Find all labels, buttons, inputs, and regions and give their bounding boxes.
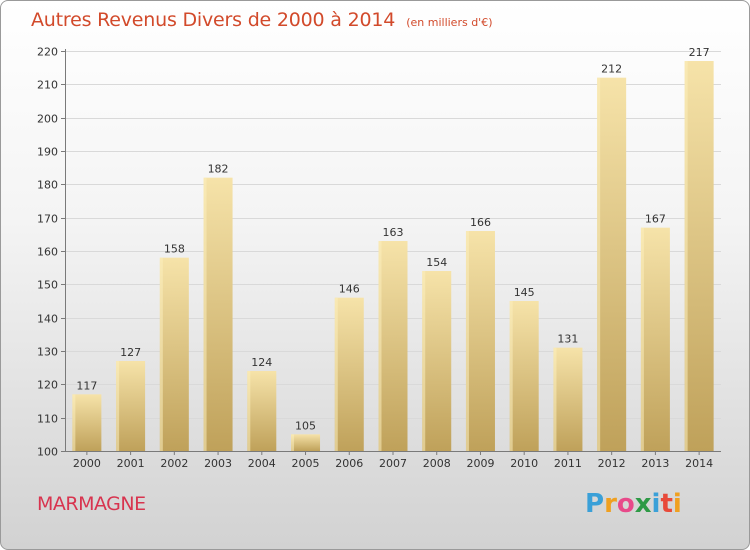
bar-value-label: 124 bbox=[251, 356, 272, 369]
logo-letter: i bbox=[672, 489, 682, 519]
bar-value-label: 182 bbox=[208, 163, 229, 176]
bar-highlight bbox=[597, 77, 601, 452]
x-tick-label: 2002 bbox=[160, 457, 188, 470]
y-tick-label: 180 bbox=[37, 179, 58, 192]
x-tick-label: 2004 bbox=[248, 457, 276, 470]
bar-value-label: 154 bbox=[426, 256, 447, 269]
y-tick-label: 120 bbox=[37, 379, 58, 392]
bar-value-label: 105 bbox=[295, 419, 316, 432]
bar-highlight bbox=[422, 271, 426, 451]
x-tick-label: 2003 bbox=[204, 457, 232, 470]
bar-highlight bbox=[72, 394, 76, 451]
y-tick-label: 100 bbox=[37, 446, 58, 459]
bar-value-label: 163 bbox=[383, 226, 404, 239]
x-tick-label: 2000 bbox=[73, 457, 101, 470]
y-tick-label: 110 bbox=[37, 413, 58, 426]
axes: 100 110 120 130 140 150 160 170 180 190 200 210 220 bbox=[37, 46, 721, 459]
bar-value-label: 145 bbox=[514, 286, 535, 299]
bar-value-label: 166 bbox=[470, 216, 491, 229]
bar-value-label: 146 bbox=[339, 283, 360, 296]
x-tick-label: 2006 bbox=[335, 457, 363, 470]
y-tick-label: 130 bbox=[37, 346, 58, 359]
x-tick-label: 2013 bbox=[641, 457, 669, 470]
bar-value-label: 131 bbox=[557, 333, 578, 346]
logo-letter: x bbox=[634, 489, 652, 519]
bar bbox=[291, 434, 321, 451]
y-tick-label: 200 bbox=[37, 113, 58, 126]
bar-highlight bbox=[334, 297, 338, 451]
y-tick-label: 140 bbox=[37, 313, 58, 326]
bar-value-label: 117 bbox=[76, 379, 97, 392]
x-tick-label: 2008 bbox=[423, 457, 451, 470]
bar bbox=[684, 61, 714, 451]
bar-value-label: 167 bbox=[645, 213, 666, 226]
logo-letter: t bbox=[660, 489, 673, 519]
bar bbox=[378, 241, 408, 451]
bar bbox=[334, 297, 364, 451]
bar bbox=[72, 394, 102, 451]
chart-title-block: Autres Revenus Divers de 2000 à 2014 (en… bbox=[31, 9, 493, 31]
bar-highlight bbox=[247, 371, 251, 451]
logo-letter: i bbox=[651, 489, 661, 519]
y-tick-label: 220 bbox=[37, 46, 58, 59]
bar bbox=[553, 347, 583, 451]
x-tick-label: 2009 bbox=[466, 457, 494, 470]
bar-highlight bbox=[640, 227, 644, 451]
bar-value-label: 158 bbox=[164, 243, 185, 256]
y-tick-label: 170 bbox=[37, 213, 58, 226]
bar-highlight bbox=[509, 301, 513, 451]
bar bbox=[203, 177, 233, 451]
bar-value-label: 217 bbox=[689, 46, 710, 59]
bars bbox=[72, 61, 714, 452]
x-tick-label: 2001 bbox=[117, 457, 145, 470]
bar-value-label: 127 bbox=[120, 346, 141, 359]
y-tick-label: 160 bbox=[37, 246, 58, 259]
y-tick-label: 210 bbox=[37, 79, 58, 92]
bar-value-label: 212 bbox=[601, 63, 622, 76]
commune-name: MARMAGNE bbox=[37, 493, 146, 515]
y-tick-label: 190 bbox=[37, 146, 58, 159]
bar bbox=[159, 257, 189, 451]
chart-subtitle: (en milliers d'€) bbox=[406, 16, 493, 29]
bar-highlight bbox=[684, 61, 688, 451]
logo-letter: P bbox=[585, 489, 605, 519]
bar-highlight bbox=[378, 241, 382, 451]
labels: 117 2000 127 2001 158 2002 182 2003 124 2004 105 20… bbox=[73, 46, 713, 470]
x-tick-label: 2014 bbox=[685, 457, 713, 470]
bar bbox=[465, 231, 495, 451]
y-tick-label: 150 bbox=[37, 279, 58, 292]
x-tick-label: 2007 bbox=[379, 457, 407, 470]
bar bbox=[640, 227, 670, 451]
bar bbox=[247, 371, 277, 451]
bar bbox=[116, 361, 146, 451]
x-tick-label: 2012 bbox=[598, 457, 626, 470]
bar-highlight bbox=[465, 231, 469, 451]
logo-letter: r bbox=[604, 489, 617, 519]
x-tick-label: 2010 bbox=[510, 457, 538, 470]
bar bbox=[597, 77, 627, 452]
chart-title: Autres Revenus Divers de 2000 à 2014 bbox=[31, 9, 396, 31]
bar-highlight bbox=[159, 257, 163, 451]
proxiti-logo[interactable]: Proxiti bbox=[585, 489, 682, 519]
logo-letter: o bbox=[616, 489, 635, 519]
bar-highlight bbox=[553, 347, 557, 451]
bar-highlight bbox=[291, 434, 295, 451]
x-tick-label: 2005 bbox=[292, 457, 320, 470]
bar-highlight bbox=[203, 177, 207, 451]
bar bbox=[422, 271, 452, 451]
bar-highlight bbox=[116, 361, 120, 451]
x-tick-label: 2011 bbox=[554, 457, 582, 470]
bar bbox=[509, 301, 539, 451]
